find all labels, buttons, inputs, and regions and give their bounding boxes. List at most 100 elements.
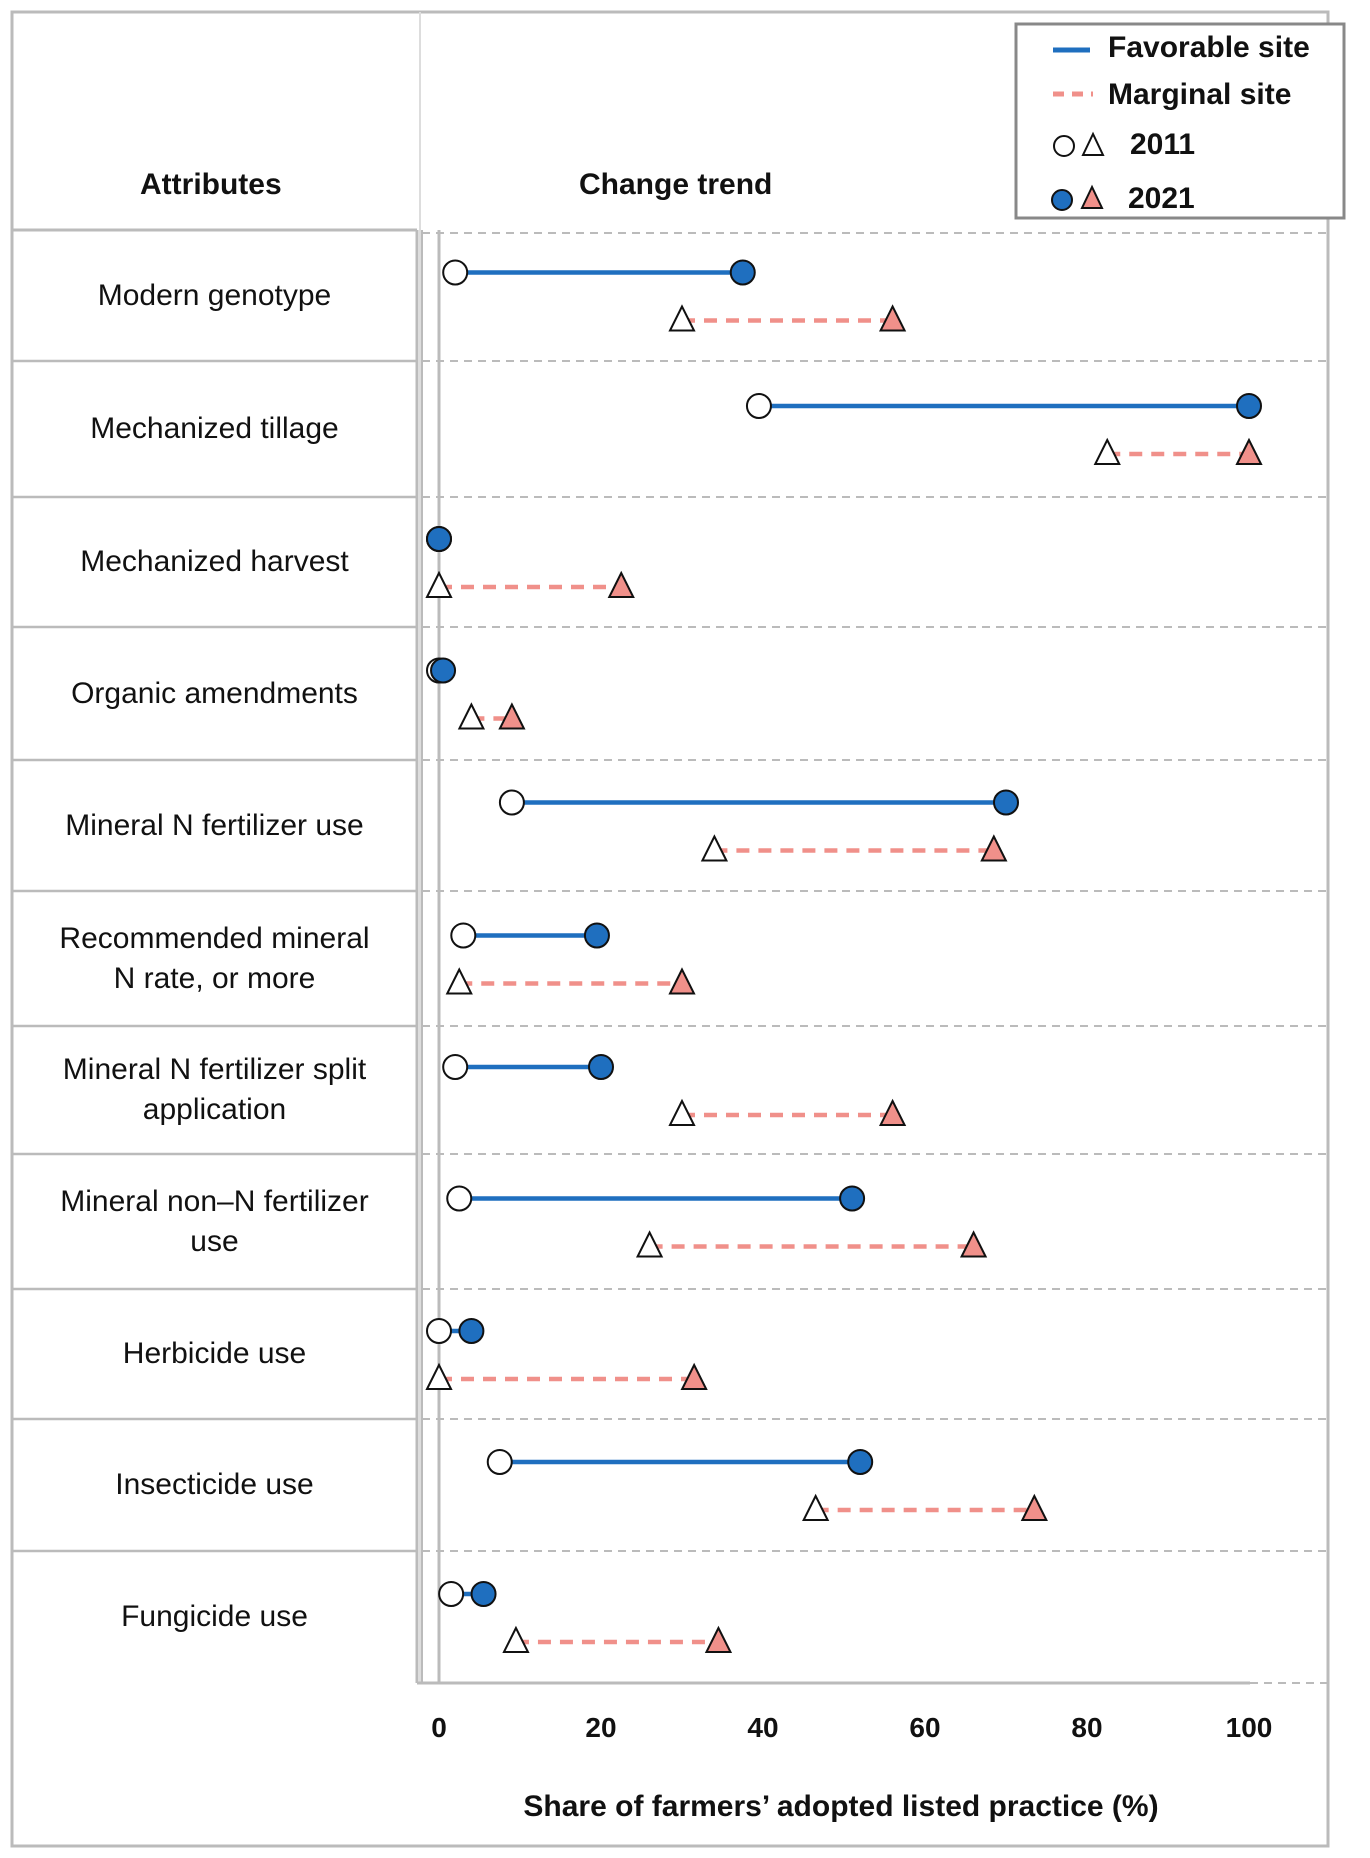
attribute-label-line: Recommended mineral bbox=[59, 921, 370, 955]
attribute-label: Recommended mineral N rate, or more bbox=[12, 891, 417, 1026]
favorable-2021-point bbox=[839, 1185, 866, 1212]
favorable-2011-point bbox=[442, 259, 469, 286]
legend-2021-circle-icon bbox=[1051, 189, 1073, 211]
attributes-header: Attributes bbox=[140, 168, 282, 201]
favorable-2021-point bbox=[729, 259, 756, 286]
favorable-2011-point bbox=[438, 1581, 465, 1607]
marginal-2021-point bbox=[980, 834, 1008, 862]
attribute-label-text: Mineral N fertilizer split application bbox=[63, 1050, 366, 1130]
attribute-label-line: Herbicide use bbox=[122, 1337, 307, 1370]
change-trend-header: Change trend bbox=[579, 168, 773, 201]
attribute-label-line: Mechanized tillage bbox=[90, 412, 339, 445]
legend-box bbox=[1014, 22, 1346, 220]
attribute-label: Mechanized tillage bbox=[12, 361, 417, 497]
marginal-2021-point bbox=[607, 570, 635, 598]
legend-2011-circle-icon bbox=[1053, 135, 1075, 157]
marginal-2021-point bbox=[1020, 1493, 1048, 1521]
legend-2021-triangle-icon bbox=[1080, 184, 1104, 209]
marginal-2021-point bbox=[959, 1230, 988, 1258]
marginal-2011-point bbox=[700, 834, 729, 862]
legend-marginal-label: Marginal site bbox=[1108, 78, 1291, 111]
attribute-label-line: Fungicide use bbox=[121, 1600, 308, 1633]
x-tick-label: 20 bbox=[585, 1712, 616, 1743]
outer-frame bbox=[10, 10, 1330, 1848]
attribute-label-line: N rate, or more bbox=[113, 961, 316, 995]
attribute-label-text: Herbicide use bbox=[123, 1334, 306, 1374]
marginal-2021-point bbox=[668, 967, 696, 995]
favorable-2011-point bbox=[426, 1318, 452, 1344]
marginal-2011-point bbox=[668, 304, 696, 332]
attribute-label-line: Modern genotype bbox=[97, 278, 332, 312]
row-grid bbox=[12, 232, 1328, 1684]
marginal-2011-point bbox=[502, 1625, 530, 1653]
legend-2011-label: 2011 bbox=[1130, 128, 1195, 161]
attribute-label-text: Mechanized tillage bbox=[90, 409, 338, 449]
x-axis-label: Share of farmers’ adopted listed practic… bbox=[523, 1790, 1158, 1823]
legend-favorable-label: Favorable site bbox=[1108, 31, 1310, 64]
attribute-label: Herbicide use bbox=[12, 1289, 417, 1419]
marginal-2011-point bbox=[1093, 437, 1121, 465]
favorable-2021-point bbox=[1236, 393, 1262, 419]
attribute-label-line: application bbox=[142, 1093, 287, 1126]
attribute-label-line: Mineral N fertilizer split bbox=[62, 1053, 367, 1086]
favorable-2011-point bbox=[498, 789, 525, 816]
marginal-2021-point bbox=[878, 1098, 907, 1126]
chart-marks bbox=[425, 259, 1263, 1653]
favorable-2021-point bbox=[430, 657, 457, 684]
attribute-label: Mechanized harvest bbox=[12, 497, 417, 627]
favorable-2011-point bbox=[450, 922, 477, 949]
legend: Favorable site Marginal site 2011 2021 bbox=[1014, 22, 1346, 220]
marginal-2021-point bbox=[498, 702, 526, 730]
marginal-2011-point bbox=[635, 1230, 664, 1258]
attribute-label-text: Fungicide use bbox=[121, 1597, 308, 1637]
x-axis-ticks: 0 20 40 60 80 100 bbox=[431, 1712, 1272, 1743]
marginal-2011-point bbox=[457, 702, 486, 730]
favorable-2021-point bbox=[847, 1449, 874, 1475]
favorable-2021-point bbox=[583, 922, 610, 949]
attribute-label: Mineral N fertilizer split application bbox=[12, 1026, 417, 1154]
attribute-label-line: Organic amendments bbox=[71, 676, 358, 710]
attribute-label-text: Modern genotype bbox=[98, 276, 332, 316]
attribute-label: Fungicide use bbox=[12, 1551, 417, 1683]
attribute-label: Modern genotype bbox=[12, 230, 417, 361]
attribute-label: Insecticide use bbox=[12, 1419, 417, 1551]
attribute-label-text: Organic amendments bbox=[71, 674, 358, 714]
x-tick-label: 100 bbox=[1226, 1712, 1273, 1743]
favorable-2021-point bbox=[426, 526, 452, 552]
attribute-label-text: Mechanized harvest bbox=[80, 542, 348, 582]
favorable-2021-point bbox=[470, 1581, 497, 1607]
attribute-label: Mineral non–N fertilizer use bbox=[12, 1154, 417, 1289]
favorable-2011-point bbox=[486, 1449, 513, 1475]
attribute-label-line: Mechanized harvest bbox=[80, 545, 349, 578]
marginal-2021-point bbox=[878, 304, 907, 332]
marginal-2021-point bbox=[680, 1362, 708, 1390]
favorable-2021-point bbox=[458, 1318, 485, 1344]
attribute-label: Mineral N fertilizer use bbox=[12, 760, 417, 891]
marginal-2021-point bbox=[704, 1625, 733, 1653]
attribute-label-line: Mineral N fertilizer use bbox=[65, 808, 364, 842]
favorable-2011-point bbox=[442, 1054, 469, 1080]
marginal-2021-point bbox=[1235, 437, 1263, 465]
favorable-2011-point bbox=[745, 393, 772, 419]
attribute-label-text: Recommended mineral N rate, or more bbox=[59, 919, 369, 999]
favorable-2021-point bbox=[588, 1054, 614, 1080]
attribute-label: Organic amendments bbox=[12, 627, 417, 760]
legend-2021-label: 2021 bbox=[1128, 182, 1195, 215]
attribute-label-line: Mineral non–N fertilizer bbox=[60, 1184, 369, 1218]
attribute-label-text: Insecticide use bbox=[115, 1465, 313, 1505]
attribute-label-line: use bbox=[190, 1224, 239, 1258]
marginal-2011-point bbox=[425, 1362, 453, 1390]
attribute-label-text: Mineral N fertilizer use bbox=[65, 806, 363, 846]
attribute-label-text: Mineral non–N fertilizer use bbox=[60, 1182, 368, 1262]
favorable-2021-point bbox=[993, 789, 1019, 816]
attribute-label-line: Insecticide use bbox=[115, 1468, 314, 1501]
x-tick-label: 40 bbox=[747, 1712, 778, 1743]
x-tick-label: 0 bbox=[431, 1712, 447, 1743]
x-tick-label: 60 bbox=[909, 1712, 940, 1743]
marginal-2011-point bbox=[425, 570, 453, 598]
legend-2011-triangle-icon bbox=[1081, 131, 1105, 156]
marginal-2011-point bbox=[802, 1493, 830, 1521]
marginal-2011-point bbox=[668, 1098, 696, 1126]
marginal-2011-point bbox=[445, 967, 473, 995]
